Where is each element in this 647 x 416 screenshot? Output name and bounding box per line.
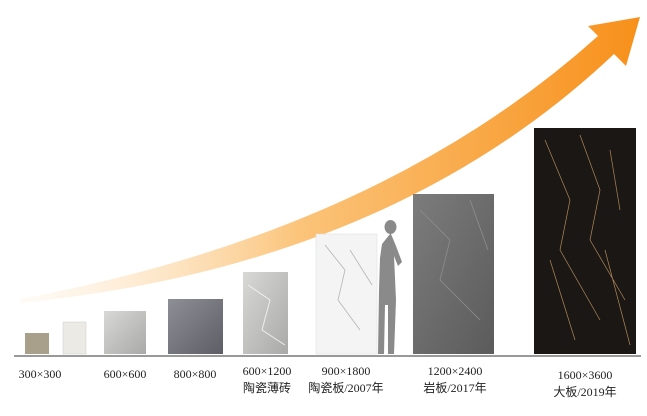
type-label: 大板/2019年 [553, 385, 616, 399]
size-label: 1200×2400 [428, 364, 483, 378]
person-silhouette [378, 220, 402, 354]
vein [544, 134, 631, 346]
type-label: 陶瓷板/2007年 [308, 380, 383, 395]
tiles [25, 128, 636, 355]
tile [315, 233, 378, 355]
size-label: 600×600 [104, 367, 147, 381]
tile [413, 194, 494, 354]
tile [104, 311, 146, 354]
size-label: 900×1800 [322, 364, 371, 378]
size-label: 1600×3600 [558, 368, 613, 382]
vein [419, 199, 489, 321]
tile [534, 128, 636, 354]
type-label: 陶瓷薄砖 [243, 380, 291, 395]
tile [168, 299, 223, 354]
size-label: 600×1200 [243, 364, 292, 378]
size-label: 800×800 [174, 367, 217, 381]
tile [25, 333, 49, 354]
vein [247, 284, 286, 346]
vein [324, 244, 373, 331]
tile [243, 272, 288, 354]
tile [62, 321, 87, 355]
labels: 300×300 600×600 800×800 600×1200 陶瓷薄砖 90… [19, 364, 617, 399]
type-label: 岩板/2017年 [423, 380, 486, 395]
size-label: 300×300 [19, 367, 62, 381]
